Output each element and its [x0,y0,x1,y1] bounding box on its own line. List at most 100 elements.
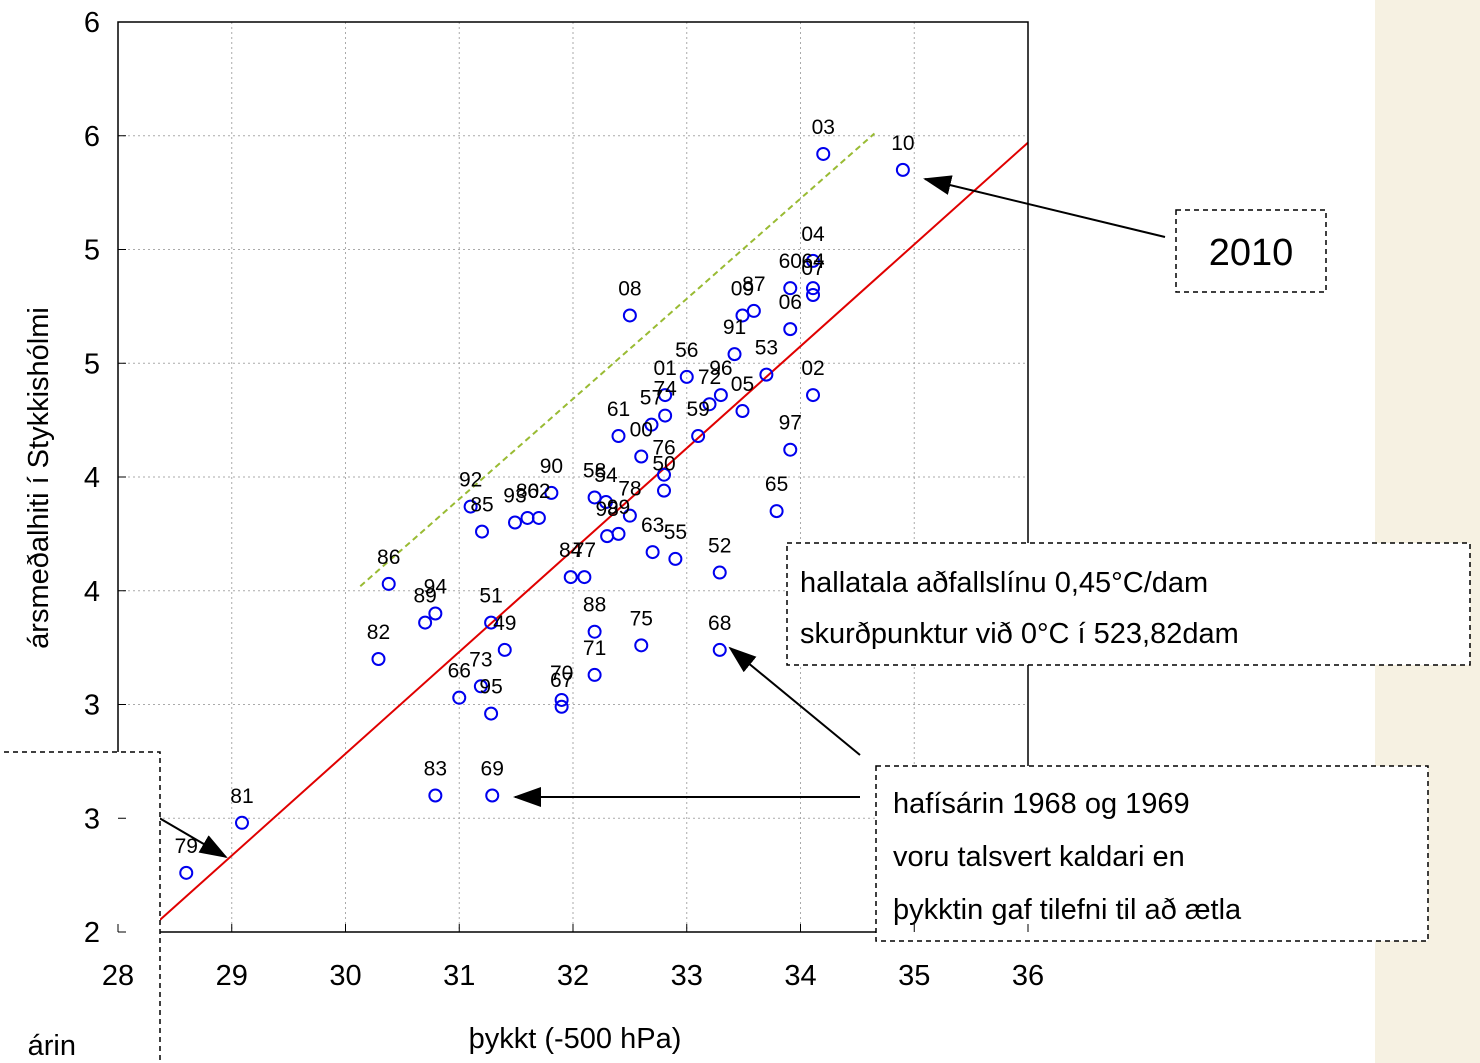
point [463,499,478,514]
point-label: 05 [731,373,754,396]
point-label: 10 [891,132,914,155]
point [484,615,499,630]
point [475,524,489,539]
point [713,388,728,403]
point [544,485,559,500]
point [507,515,522,530]
point-label: 96 [709,357,732,380]
point [816,146,831,161]
point-label: 09 [731,277,754,300]
point-label: 93 [503,485,526,508]
y-tick-label: 2 [84,917,100,949]
x-axis-label: þykkt (-500 hPa) [469,1023,682,1055]
point-label: 99 [607,496,630,519]
point [668,551,683,566]
point [473,679,488,694]
point-label: 83 [424,758,447,781]
point-label: 52 [708,535,731,558]
y-tick-label: 4 [84,576,100,608]
point-label: 54 [594,464,618,487]
annotation: hallatala aðfallslínu 0,45°C/dam [800,567,1208,599]
point-label: 66 [448,660,471,683]
point-label: 94 [424,576,448,599]
point-label: 64 [801,250,825,273]
annotation: þykktin gaf tilefni til að ætla [893,894,1242,926]
annotation-box [0,751,161,1063]
arrow [728,646,861,756]
point [657,483,671,498]
x-tick-label: 30 [329,960,361,992]
point [587,490,602,505]
point [644,417,659,432]
point [179,865,194,880]
x-tick-label: 31 [443,960,475,992]
point-label: 69 [481,758,504,781]
point [759,367,774,382]
point [428,606,443,621]
x-tick-label: 33 [671,960,703,992]
x-tick-label: 35 [898,960,930,992]
point-label: 07 [801,257,824,280]
point [735,308,750,323]
point-label: 91 [723,316,746,339]
point-label: 68 [708,612,731,635]
point-label: 97 [779,412,802,435]
point-label: 95 [479,676,502,699]
upper-line [359,132,876,587]
point-label: 55 [664,521,687,544]
point [598,495,613,510]
point [381,576,396,591]
point [531,510,546,525]
point [658,408,673,423]
annotation: árin [28,1030,76,1062]
point-label: 02 [801,357,824,380]
y-tick-label: 3 [84,803,100,835]
point [783,281,798,296]
point-label: 61 [607,398,630,421]
point-label: 06 [779,291,802,314]
annotation-box [875,765,1429,942]
point-label: 72 [698,366,721,389]
point [712,565,727,580]
point [554,692,569,707]
annotation: skurðpunktur við 0°C í 523,82dam [800,618,1239,650]
point [554,699,569,714]
point [418,615,433,630]
point-label: 86 [377,546,400,569]
point [234,815,249,830]
x-tick-label: 36 [1012,960,1044,992]
point-label: 71 [583,637,606,660]
point [679,369,694,384]
arrow [923,175,1166,238]
point [746,303,761,318]
point-label: 74 [653,378,677,401]
point-label: 53 [755,337,778,360]
fit-line [145,141,1029,933]
point-label: 82 [367,621,390,644]
point [611,526,626,541]
y-tick-label: 5 [84,235,100,267]
point-label: 76 [652,437,675,460]
point-label: 81 [230,785,253,808]
point-label: 08 [618,277,641,300]
point-label: 89 [413,585,436,608]
x-tick-label: 29 [216,960,248,992]
point [645,545,660,560]
point-label: 60 [779,250,802,273]
point-label: 58 [583,459,606,482]
point [611,429,626,444]
point-label: 63 [641,514,664,537]
point [806,288,821,302]
point [769,504,784,519]
point [712,642,727,657]
point [634,449,649,464]
point [806,388,821,403]
annotation-box [786,542,1471,666]
point-label: 00 [630,419,653,442]
point [895,162,910,177]
y-tick-label: 3 [84,690,100,722]
point-label: 59 [686,398,709,421]
point [485,788,500,803]
point [563,570,578,585]
